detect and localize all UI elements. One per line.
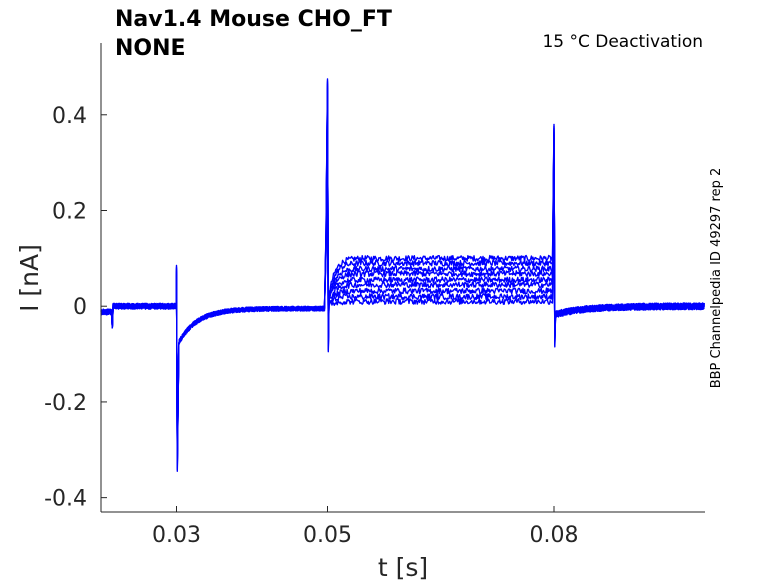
y-ticks: 0.4 0.2 0 -0.2 -0.4 — [44, 104, 107, 512]
y-tick-label: 0 — [73, 295, 87, 320]
plot-area: 0.4 0.2 0 -0.2 -0.4 0.03 0.05 0.08 — [44, 43, 705, 548]
y-tick-label: 0.2 — [52, 200, 87, 225]
x-axis-label: t [s] — [378, 553, 428, 582]
x-tick-label: 0.08 — [530, 523, 579, 548]
side-id-label: BBP Channelpedia ID 49297 rep 2 — [709, 168, 724, 389]
y-tick-label: -0.4 — [44, 487, 87, 512]
chart-title-line-1: Nav1.4 Mouse CHO_FT — [115, 7, 392, 32]
x-tick-label: 0.05 — [303, 523, 352, 548]
y-tick-label: -0.2 — [44, 391, 87, 416]
conditions-label: 15 °C Deactivation — [542, 32, 703, 52]
x-ticks: 0.03 0.05 0.08 — [152, 506, 578, 548]
y-axis-label: I [nA] — [15, 244, 44, 312]
x-tick-label: 0.03 — [152, 523, 201, 548]
trace-group — [100, 78, 705, 472]
trace-line — [100, 93, 705, 457]
y-tick-label: 0.4 — [52, 104, 87, 129]
chart-title-line-2: NONE — [115, 36, 186, 61]
